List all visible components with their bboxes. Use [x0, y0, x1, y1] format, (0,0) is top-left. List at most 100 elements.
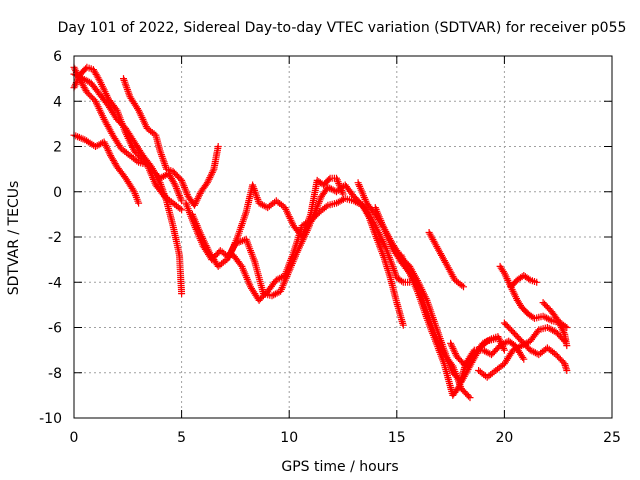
- data-point: [242, 235, 258, 264]
- data-point: [442, 260, 458, 282]
- data-point: [451, 276, 466, 289]
- data-point: [447, 339, 460, 359]
- data-point: [229, 251, 245, 269]
- data-point: [113, 115, 128, 131]
- data-point: [496, 262, 507, 275]
- data-point: [203, 167, 217, 187]
- data-point: [77, 77, 90, 95]
- series-track-10: [371, 204, 474, 402]
- data-point: [518, 303, 531, 317]
- y-tick-label: 6: [53, 49, 62, 65]
- data-point: [358, 201, 372, 219]
- data-point: [350, 197, 365, 208]
- data-point: [83, 63, 95, 73]
- y-tick-label: 0: [53, 185, 62, 201]
- data-point: [563, 342, 571, 350]
- data-point: [178, 206, 186, 214]
- y-axis-label: SDTVAR / TECUs: [6, 181, 22, 296]
- data-point: [277, 269, 292, 295]
- data-point: [533, 278, 541, 286]
- data-point: [483, 368, 498, 381]
- data-point: [526, 276, 538, 285]
- tick-marks: [73, 55, 613, 419]
- y-tick-label: -6: [48, 321, 62, 337]
- data-point: [92, 139, 106, 150]
- data-point: [526, 327, 542, 345]
- data-point: [513, 296, 524, 309]
- data-point: [294, 230, 310, 255]
- data-point: [554, 317, 568, 337]
- data-point: [563, 367, 571, 374]
- data-point: [197, 231, 213, 255]
- data-point: [135, 199, 143, 207]
- data-point: [371, 231, 387, 259]
- data-point: [462, 352, 477, 370]
- data-point: [178, 197, 186, 205]
- data-point: [479, 336, 494, 347]
- data-point: [197, 180, 210, 196]
- data-point: [122, 174, 137, 194]
- data-point: [380, 224, 396, 250]
- data-point: [178, 176, 191, 198]
- data-point: [423, 308, 439, 339]
- data-point: [524, 310, 537, 321]
- data-point: [509, 343, 524, 354]
- data-point: [223, 242, 238, 264]
- data-point: [272, 197, 287, 210]
- data-point: [509, 287, 520, 302]
- data-point: [397, 251, 413, 275]
- series-track-13: [447, 333, 508, 370]
- data-point: [494, 333, 508, 352]
- data-point: [488, 333, 500, 343]
- data-point: [500, 348, 516, 368]
- data-point: [539, 312, 554, 324]
- data-point: [507, 277, 520, 291]
- data-point: [365, 213, 379, 237]
- data-point: [371, 204, 387, 230]
- data-point: [169, 222, 183, 257]
- data-point: [393, 274, 406, 285]
- data-point: [163, 165, 175, 175]
- data-point: [156, 171, 171, 182]
- data-point: [126, 93, 141, 113]
- data-point: [231, 236, 248, 248]
- data-point: [466, 394, 474, 402]
- data-point: [518, 337, 533, 353]
- series-track-16: [507, 272, 541, 291]
- data-point: [543, 344, 558, 357]
- data-point: [122, 124, 137, 144]
- data-point: [399, 278, 412, 286]
- data-point: [399, 321, 407, 329]
- data-point: [500, 346, 508, 354]
- series-track-12: [425, 229, 467, 291]
- data-point: [234, 210, 249, 241]
- data-point: [152, 131, 163, 153]
- data-point: [543, 324, 558, 335]
- data-point: [191, 189, 204, 209]
- data-point: [165, 170, 178, 187]
- series-track-5: [120, 75, 222, 209]
- data-point: [423, 296, 439, 327]
- series-track-8: [229, 195, 407, 329]
- x-tick-label: 25: [603, 430, 621, 446]
- data-point: [113, 163, 128, 181]
- data-point: [393, 299, 407, 327]
- data-point: [298, 218, 313, 230]
- data-point: [87, 79, 103, 97]
- data-point: [470, 341, 486, 359]
- data-point: [143, 161, 159, 187]
- data-point: [449, 384, 462, 399]
- data-point: [311, 194, 325, 216]
- x-tick-label: 0: [70, 430, 79, 446]
- data-point: [268, 288, 283, 300]
- data-point: [89, 66, 103, 83]
- data-point: [307, 210, 322, 225]
- data-point: [281, 251, 297, 279]
- data-point: [432, 337, 447, 366]
- data-point: [505, 337, 517, 348]
- series-track-17: [500, 319, 571, 374]
- data-point: [500, 319, 516, 334]
- data-point: [152, 181, 167, 199]
- x-tick-label: 5: [177, 430, 186, 446]
